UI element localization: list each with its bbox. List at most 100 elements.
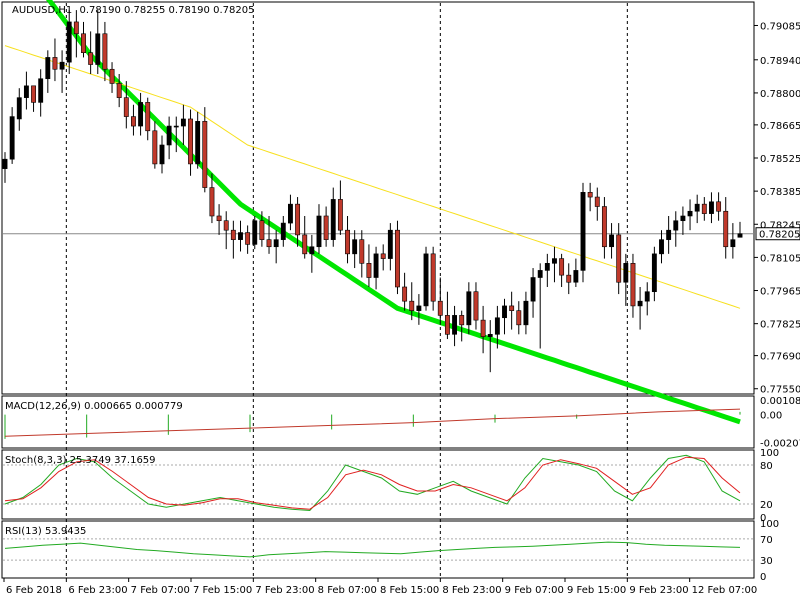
price-tick-label: 0.78105 [760, 253, 800, 264]
candle-body [352, 239, 358, 255]
candle-body [552, 258, 557, 264]
time-tick-label: 9 Feb 23:00 [629, 585, 688, 596]
candle-body [580, 192, 586, 271]
stoch-axis-label: 20 [760, 500, 773, 511]
ohlc-values: 0.78190 0.78255 0.78190 0.78205 [79, 5, 254, 16]
candle-body [466, 291, 472, 326]
candle-body [723, 210, 729, 248]
symbol-label: AUDUSD,H1 [12, 5, 72, 16]
macd-indicator: 0.001088 0.00 -0.002073 [4, 396, 800, 450]
candle-body [616, 234, 622, 283]
candle-body [102, 33, 108, 70]
rsi-pane-frame [1, 520, 755, 579]
candle-body [716, 201, 722, 212]
rsi-axis-label: 100 [760, 519, 779, 530]
candle-body [280, 222, 286, 240]
candle-body [623, 263, 629, 283]
current-price-tag-box [755, 227, 800, 241]
candle-body [223, 220, 229, 231]
price-tick-label: 0.79085 [760, 21, 800, 32]
candle-body [295, 203, 301, 236]
chart-header-symbol: AUDUSD,H1 0.78190 0.78255 0.78190 0.7820… [12, 5, 254, 16]
rsi-axis-label: 30 [760, 556, 773, 567]
price-tick-label: 0.78665 [760, 121, 800, 132]
macd-label: MACD(12,26,9) 0.000665 0.000779 [5, 401, 183, 412]
candle-body [395, 229, 400, 288]
stoch-axis-label: 0 [760, 513, 766, 524]
candle-body [416, 305, 422, 311]
candle-body [287, 203, 293, 224]
candle-body [152, 130, 158, 165]
price-tick-label: 0.77550 [760, 385, 800, 396]
time-tick-label: 9 Feb 15:00 [567, 585, 626, 596]
candle-body [38, 78, 44, 103]
moving-averages [4, 0, 741, 425]
candle-body [345, 229, 350, 255]
price-tick-label: 0.77825 [760, 320, 800, 331]
time-tick-label: 7 Feb 23:00 [255, 585, 314, 596]
candle-body [651, 253, 657, 293]
candle-body [566, 274, 572, 283]
macd-axis-label: 0.00 [760, 411, 782, 422]
candle-body [594, 196, 600, 207]
candle-body [701, 203, 707, 214]
candle-body [502, 305, 507, 319]
rsi-indicator: 100 70 30 0 [3, 519, 779, 583]
stoch-label: Stoch(8,3,3) 25.3749 37.1659 [5, 455, 156, 466]
candle-body [473, 291, 479, 321]
candle-body [537, 270, 543, 278]
time-tick-label: 9 Feb 07:00 [505, 585, 564, 596]
candle-body [195, 121, 201, 165]
candle-body [273, 239, 279, 248]
stoch-axis-label: 80 [760, 461, 773, 472]
candle-body [73, 21, 79, 35]
candle-body [131, 116, 136, 127]
price-axis: 0.79085 0.78940 0.78800 0.78665 0.78525 0.783… [754, 21, 800, 396]
current-price-tag: 0.78205 [755, 227, 800, 241]
candle-body [66, 21, 72, 63]
current-price-tag-label: 0.78205 [759, 230, 800, 241]
time-tick-label: 8 Feb 23:00 [442, 585, 501, 596]
candle-body [52, 57, 58, 70]
candle-body [494, 317, 500, 335]
rsi-axis-label: 0 [760, 572, 766, 583]
candle-body [252, 220, 258, 245]
candle-body [437, 300, 443, 316]
candle-body [188, 118, 193, 165]
candle-body [573, 270, 579, 283]
stoch-pane-frame [1, 449, 755, 520]
candle-body [730, 239, 736, 248]
rsi-line [4, 541, 741, 558]
candle-body [487, 334, 493, 337]
time-axis: 6 Feb 2018 6 Feb 23:00 7 Feb 07:00 7 Feb 15… [3, 578, 757, 596]
time-tick-label: 6 Feb 23:00 [68, 585, 127, 596]
candle-body [459, 315, 465, 326]
macd-signal-line [4, 408, 741, 437]
candle-body [430, 253, 436, 302]
candle-body [709, 201, 714, 214]
day-separators [65, 3, 628, 578]
stoch-signal-line [4, 456, 741, 510]
candle-body [366, 263, 372, 278]
candle-body [516, 310, 522, 326]
macd-axis-label: -0.002073 [760, 439, 800, 450]
candle-body [323, 215, 329, 240]
candle-body [337, 199, 343, 231]
time-tick-label: 7 Feb 07:00 [131, 585, 190, 596]
candle-body [238, 232, 243, 240]
candle-body [659, 239, 664, 255]
candle-body [359, 239, 365, 264]
candle-body [737, 233, 743, 238]
rsi-axis-label: 70 [760, 535, 773, 546]
candle-body [230, 229, 236, 240]
price-tick-label: 0.78800 [760, 89, 800, 100]
candle-body [123, 97, 129, 117]
candle-body [316, 215, 322, 248]
candle-body [444, 315, 450, 335]
candle-body [138, 102, 144, 127]
candle-body [2, 158, 8, 169]
candles [2, 10, 743, 373]
price-tick-label: 0.78385 [760, 187, 800, 198]
candle-body [109, 68, 115, 84]
